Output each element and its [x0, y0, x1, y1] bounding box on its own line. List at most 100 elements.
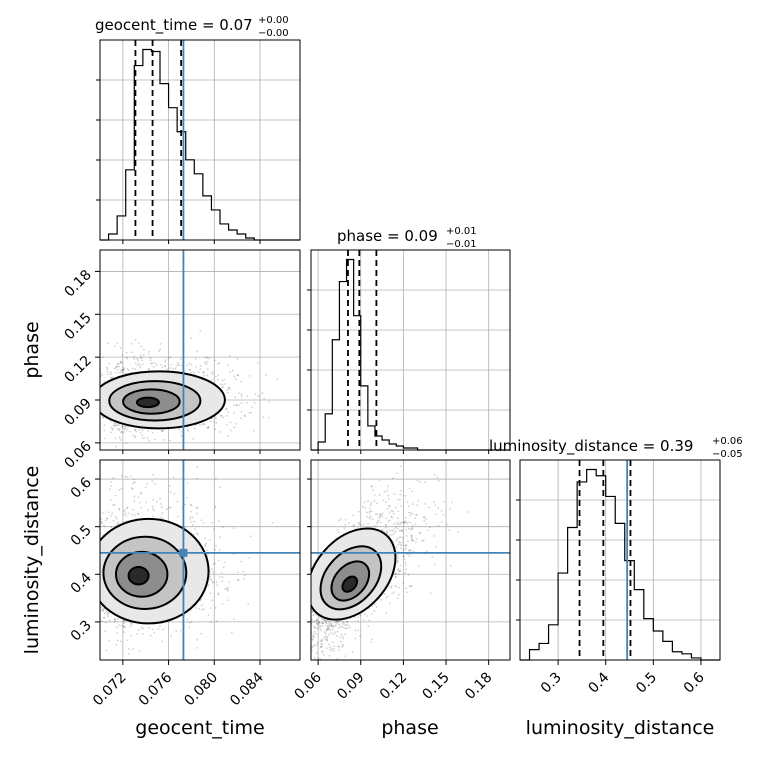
sample-point	[126, 357, 128, 360]
sample-point	[369, 510, 371, 513]
sample-point	[110, 515, 113, 517]
sample-point	[120, 369, 123, 372]
sample-point	[96, 546, 98, 548]
sample-point	[195, 350, 198, 353]
sample-point	[153, 509, 156, 512]
sample-point	[342, 645, 345, 647]
sample-point	[424, 481, 426, 483]
sample-point	[397, 557, 399, 560]
sample-point	[98, 561, 100, 563]
sample-point	[424, 518, 427, 521]
sample-point	[202, 370, 205, 373]
sample-point	[211, 521, 214, 524]
sample-point	[330, 624, 333, 627]
sample-point	[405, 591, 408, 594]
sample-point	[233, 412, 236, 414]
sample-point	[290, 645, 292, 647]
sample-point	[116, 639, 119, 642]
sample-point	[409, 521, 412, 524]
sample-point	[392, 533, 395, 535]
sample-point	[196, 638, 198, 641]
sample-point	[347, 624, 350, 627]
sample-point	[140, 626, 143, 629]
sample-point	[312, 621, 315, 624]
sample-point	[329, 625, 332, 628]
density-panel-geocent-time-vs-phase	[85, 250, 308, 450]
sample-point	[326, 639, 329, 642]
sample-point	[200, 632, 203, 635]
sample-point	[384, 523, 387, 526]
sample-point	[301, 625, 303, 627]
sample-point	[136, 357, 139, 360]
sample-point	[190, 621, 193, 624]
sample-point	[221, 580, 223, 583]
sample-point	[336, 635, 338, 637]
sample-point	[177, 515, 179, 518]
y-tick-label-phase: 0.12	[61, 353, 94, 386]
sample-point	[434, 563, 436, 566]
sample-point	[232, 527, 235, 530]
sample-point	[140, 506, 143, 509]
sample-point	[403, 521, 405, 524]
sample-point	[242, 577, 245, 580]
sample-point	[154, 438, 156, 441]
sample-point	[398, 586, 401, 589]
sample-point	[133, 514, 136, 517]
sample-point	[96, 556, 98, 558]
sample-point	[97, 600, 99, 602]
sample-point	[194, 606, 197, 609]
sample-point	[333, 632, 335, 635]
sample-point	[333, 647, 336, 650]
sample-point	[395, 575, 397, 578]
sample-point	[125, 351, 128, 354]
sample-point	[223, 561, 226, 564]
sample-point	[240, 393, 243, 396]
sample-point	[95, 605, 97, 607]
sample-point	[159, 502, 162, 505]
sample-point	[312, 614, 315, 617]
sample-point	[391, 510, 394, 513]
sample-point	[124, 512, 127, 515]
sample-point	[157, 627, 160, 630]
contour-line-4	[135, 396, 160, 409]
sample-point	[93, 371, 95, 373]
sample-point	[131, 487, 134, 490]
sample-point	[88, 372, 90, 374]
sample-point	[122, 513, 125, 516]
sample-point	[357, 521, 360, 524]
sample-point	[363, 613, 366, 615]
sample-point	[398, 536, 401, 539]
sample-point	[220, 571, 223, 574]
sample-point	[228, 387, 230, 390]
sample-point	[195, 512, 198, 515]
sample-point	[236, 358, 239, 361]
sample-point	[318, 624, 321, 627]
sample-point	[422, 516, 425, 519]
sample-point	[401, 530, 403, 533]
sample-point	[306, 391, 308, 393]
density-panel-geocent-time-vs-luminosity-distance	[95, 460, 300, 660]
sample-point	[85, 429, 87, 431]
histogram-luminosity-distance	[520, 468, 720, 661]
sample-point	[397, 560, 399, 563]
sample-point	[167, 357, 170, 360]
sample-point	[134, 338, 137, 341]
sample-point	[330, 624, 333, 627]
sample-point	[120, 360, 122, 363]
sample-point	[411, 527, 414, 530]
sample-point	[327, 626, 330, 629]
sample-point	[161, 512, 164, 514]
sample-point	[326, 647, 328, 649]
sample-point	[324, 638, 327, 641]
sample-point	[172, 367, 175, 370]
sample-point	[122, 366, 125, 369]
sample-point	[117, 362, 120, 365]
sample-point	[137, 513, 140, 516]
sample-point	[357, 629, 360, 632]
sample-point	[97, 406, 99, 408]
sample-point	[124, 427, 127, 430]
sample-point	[121, 369, 124, 372]
sample-point	[212, 581, 215, 583]
sample-point	[101, 620, 104, 623]
sample-point	[209, 607, 212, 609]
